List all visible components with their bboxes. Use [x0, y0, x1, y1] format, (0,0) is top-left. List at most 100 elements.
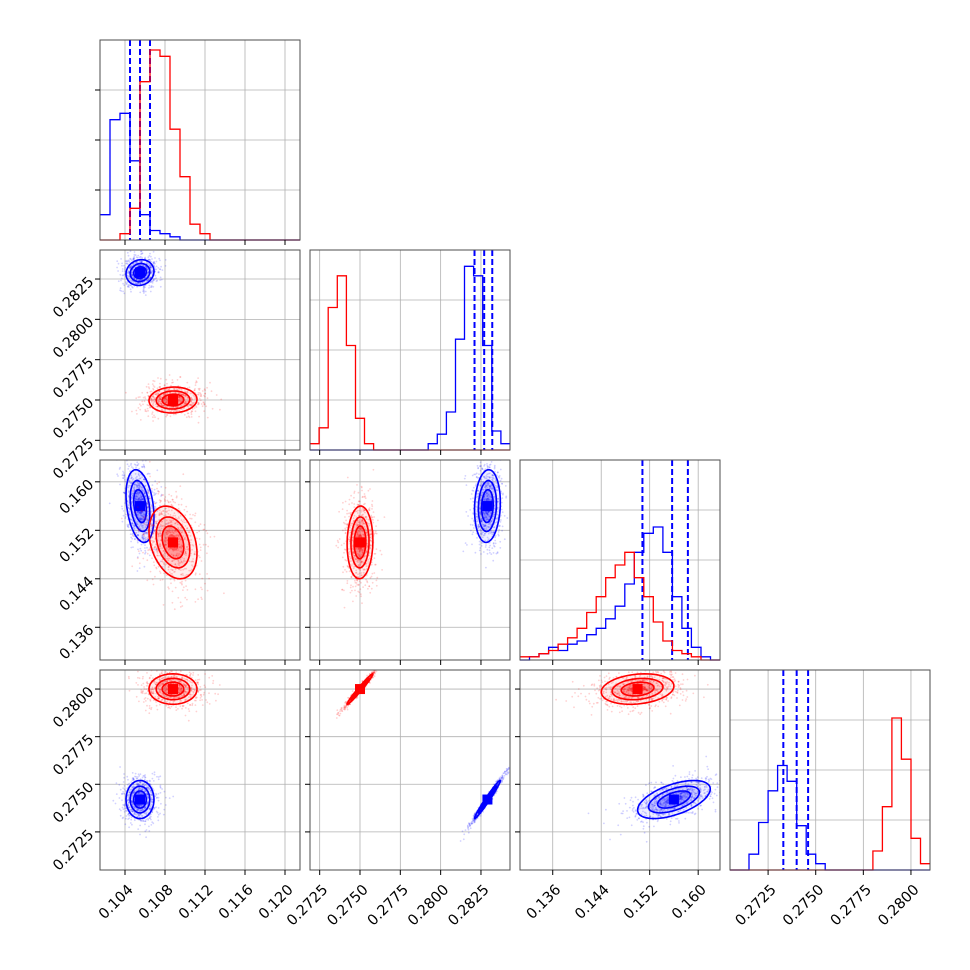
scatter-point	[156, 549, 159, 552]
scatter-point	[168, 571, 171, 574]
scatter-point	[151, 280, 154, 283]
scatter-point	[187, 412, 190, 415]
scatter-point	[133, 785, 136, 788]
scatter-point	[180, 404, 183, 407]
scatter-point	[175, 409, 178, 412]
scatter-point	[190, 416, 193, 418]
scatter-point	[150, 397, 153, 400]
scatter-point	[364, 502, 366, 505]
scatter-point	[131, 803, 134, 806]
scatter-point	[178, 568, 180, 571]
scatter-point	[353, 496, 355, 499]
scatter-point	[131, 524, 134, 527]
scatter-point	[159, 385, 162, 388]
scatter-point	[165, 547, 168, 550]
scatter-point	[146, 784, 148, 787]
scatter-point	[148, 515, 151, 518]
scatter-point	[156, 487, 158, 490]
scatter-point	[164, 523, 167, 526]
scatter-point	[490, 487, 493, 490]
scatter-point	[344, 522, 346, 525]
scatter-point	[121, 474, 124, 477]
scatter-point	[160, 520, 163, 523]
scatter-point	[144, 410, 147, 412]
scatter-point	[128, 508, 131, 511]
scatter-point	[152, 261, 155, 264]
scatter-point	[134, 538, 136, 540]
scatter-point	[147, 492, 150, 495]
scatter-point	[477, 524, 480, 527]
scatter-point	[123, 474, 125, 477]
scatter-point	[486, 513, 489, 515]
scatter-point	[174, 522, 177, 525]
scatter-point	[122, 808, 125, 811]
scatter-point	[124, 480, 127, 483]
scatter-point	[132, 786, 134, 789]
scatter-point	[380, 553, 383, 556]
scatter-point	[138, 805, 141, 807]
scatter-point	[484, 524, 487, 527]
scatter-point	[140, 514, 143, 517]
scatter-point	[139, 255, 142, 258]
scatter-point	[341, 508, 344, 511]
scatter-point	[360, 581, 362, 584]
scatter-point	[499, 468, 502, 471]
scatter-point	[472, 519, 475, 522]
scatter-point	[500, 490, 503, 493]
scatter-point	[151, 484, 154, 486]
scatter-point	[174, 563, 177, 566]
scatter-point	[143, 491, 146, 494]
scatter-point	[486, 483, 488, 486]
scatter-point	[139, 477, 141, 480]
scatter-point	[168, 389, 170, 391]
scatter-point	[122, 791, 124, 793]
scatter-point	[369, 539, 372, 541]
scatter-point	[172, 554, 175, 556]
scatter-point	[141, 820, 143, 822]
scatter-point	[164, 539, 166, 542]
scatter-point	[133, 483, 136, 485]
scatter-point	[177, 596, 180, 599]
scatter-point	[482, 511, 485, 513]
scatter-point	[143, 533, 145, 536]
scatter-point	[130, 501, 133, 504]
scatter-point	[167, 529, 170, 532]
scatter-point	[381, 569, 383, 571]
scatter-point	[141, 536, 144, 539]
scatter-point	[355, 523, 357, 526]
scatter-point	[149, 531, 152, 534]
scatter-point	[486, 484, 488, 487]
scatter-point	[144, 290, 147, 293]
scatter-point	[129, 266, 131, 269]
scatter-point	[153, 386, 156, 388]
scatter-point	[138, 787, 141, 790]
scatter-point	[489, 463, 492, 466]
scatter-point	[165, 531, 168, 534]
scatter-point	[203, 410, 206, 412]
scatter-point	[349, 591, 352, 594]
scatter-point	[346, 582, 349, 585]
scatter-point	[476, 495, 479, 498]
scatter-point	[489, 486, 492, 489]
scatter-point	[142, 290, 144, 292]
scatter-point	[367, 522, 370, 525]
scatter-point	[184, 596, 187, 599]
scatter-point	[374, 563, 377, 566]
scatter-point	[144, 294, 147, 296]
scatter-point	[133, 535, 136, 538]
scatter-point	[205, 405, 208, 408]
scatter-point	[137, 791, 140, 794]
scatter-point	[356, 533, 359, 535]
scatter-point	[488, 472, 491, 475]
scatter-point	[349, 532, 352, 534]
scatter-point	[136, 815, 139, 818]
scatter-point	[355, 548, 358, 551]
scatter-point	[132, 268, 134, 271]
scatter-point	[161, 558, 164, 561]
scatter-point	[158, 400, 161, 403]
scatter-point	[188, 531, 191, 533]
scatter-point	[165, 398, 168, 401]
scatter-point	[496, 486, 499, 488]
scatter-point	[138, 482, 141, 485]
scatter-point	[146, 523, 149, 526]
